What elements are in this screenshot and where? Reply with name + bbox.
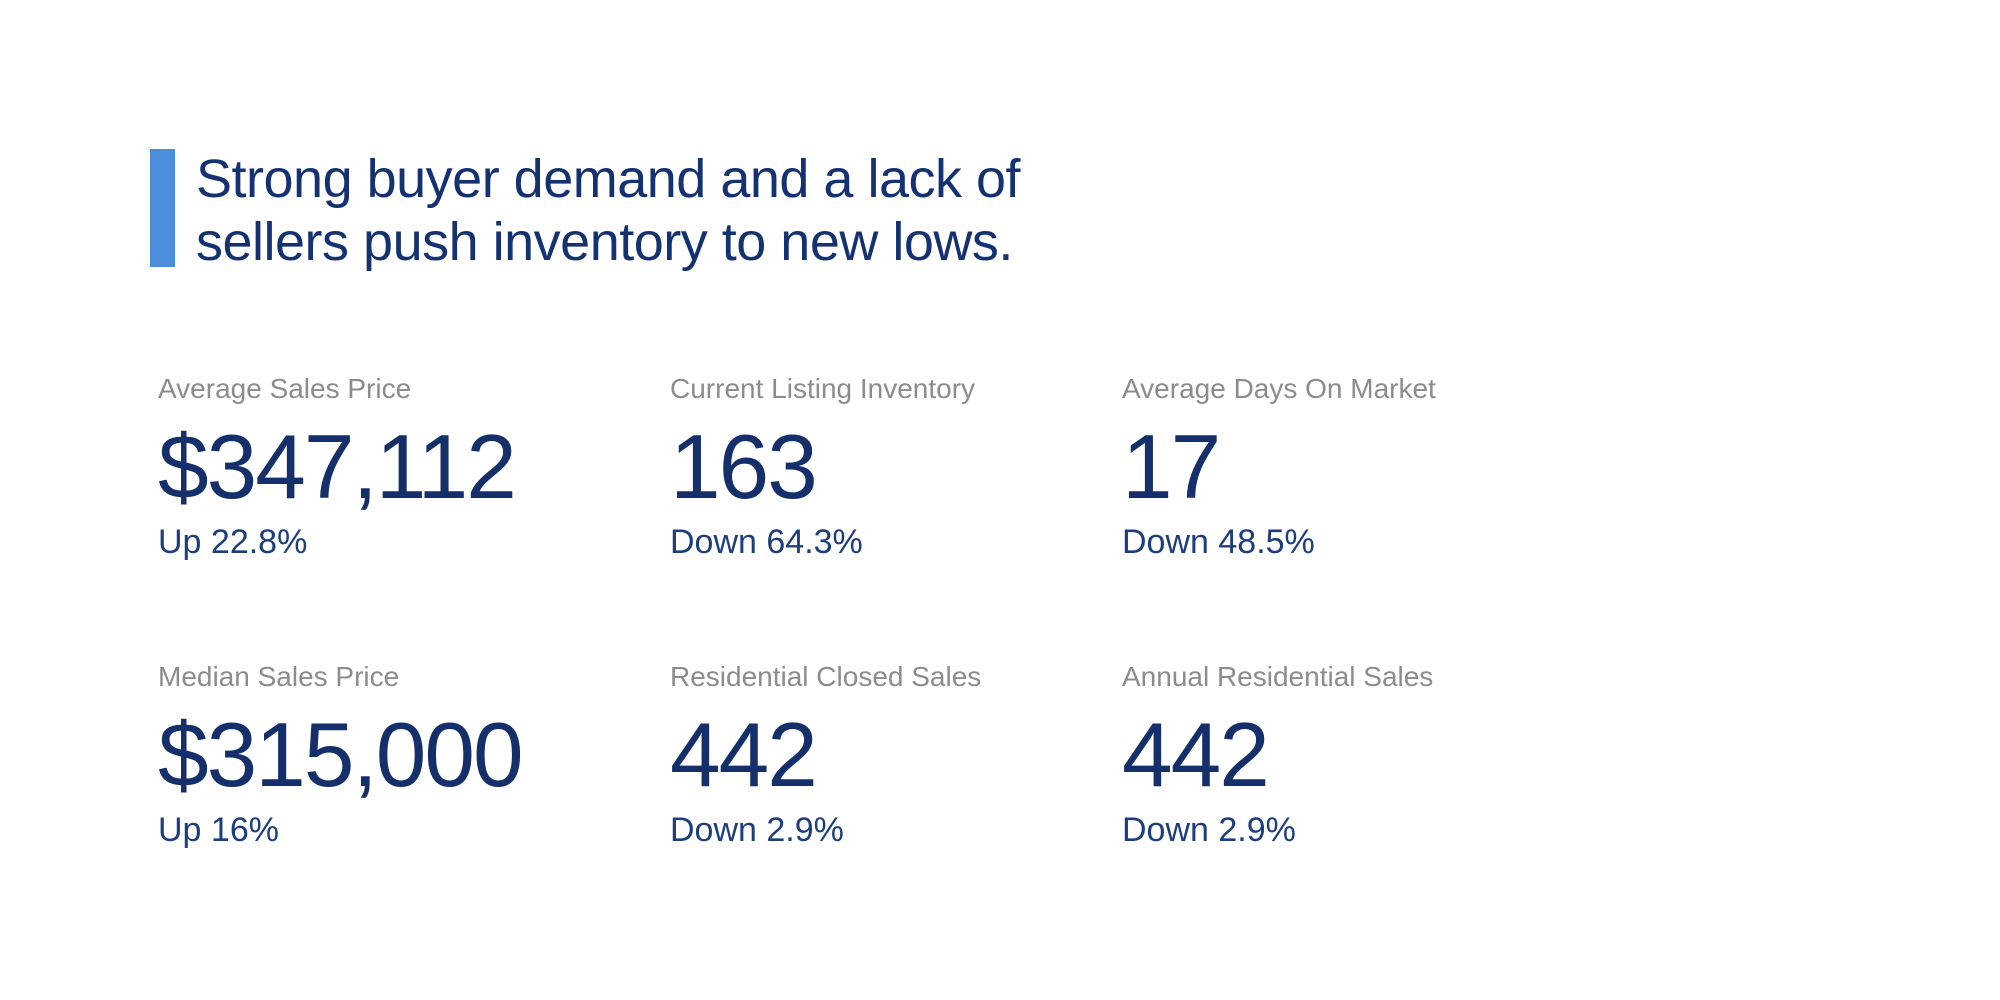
stat-value: $315,000 (158, 705, 524, 806)
stat-card-residential-closed-sales: Residential Closed Sales 442 Down 2.9% (670, 660, 1130, 890)
stat-label: Annual Residential Sales (1122, 661, 1434, 692)
stat-change: Up 22.8% (158, 523, 308, 561)
stat-card-average-sales-price: Average Sales Price $347,112 Up 22.8% (158, 372, 618, 602)
stat-change: Up 16% (158, 811, 279, 849)
stat-value: 17 (1122, 417, 1221, 518)
stat-card-annual-residential-sales: Annual Residential Sales 442 Down 2.9% (1122, 660, 1582, 890)
stat-change: Down 2.9% (670, 811, 844, 849)
stat-change: Down 2.9% (1122, 811, 1296, 849)
stat-label: Residential Closed Sales (670, 661, 982, 692)
stat-card-current-listing-inventory: Current Listing Inventory 163 Down 64.3% (670, 372, 1130, 602)
headline-line-1: Strong buyer demand and a lack of (196, 149, 1021, 209)
stat-label: Median Sales Price (158, 661, 400, 692)
stat-card-median-sales-price: Median Sales Price $315,000 Up 16% (158, 660, 618, 890)
headline: Strong buyer demand and a lack of seller… (196, 148, 1296, 274)
stat-change: Down 64.3% (670, 523, 863, 561)
stat-change: Down 48.5% (1122, 523, 1315, 561)
stat-label: Average Days On Market (1122, 373, 1436, 404)
headline-line-2: sellers push inventory to new lows. (196, 212, 1013, 272)
stat-value: 442 (1122, 705, 1270, 806)
stat-label: Current Listing Inventory (670, 373, 976, 404)
stat-value: 442 (670, 705, 818, 806)
headline-accent-bar (150, 149, 175, 267)
stat-value: 163 (670, 417, 818, 518)
stat-label: Average Sales Price (158, 373, 412, 404)
stat-value: $347,112 (158, 417, 517, 518)
stat-card-average-days-on-market: Average Days On Market 17 Down 48.5% (1122, 372, 1582, 602)
